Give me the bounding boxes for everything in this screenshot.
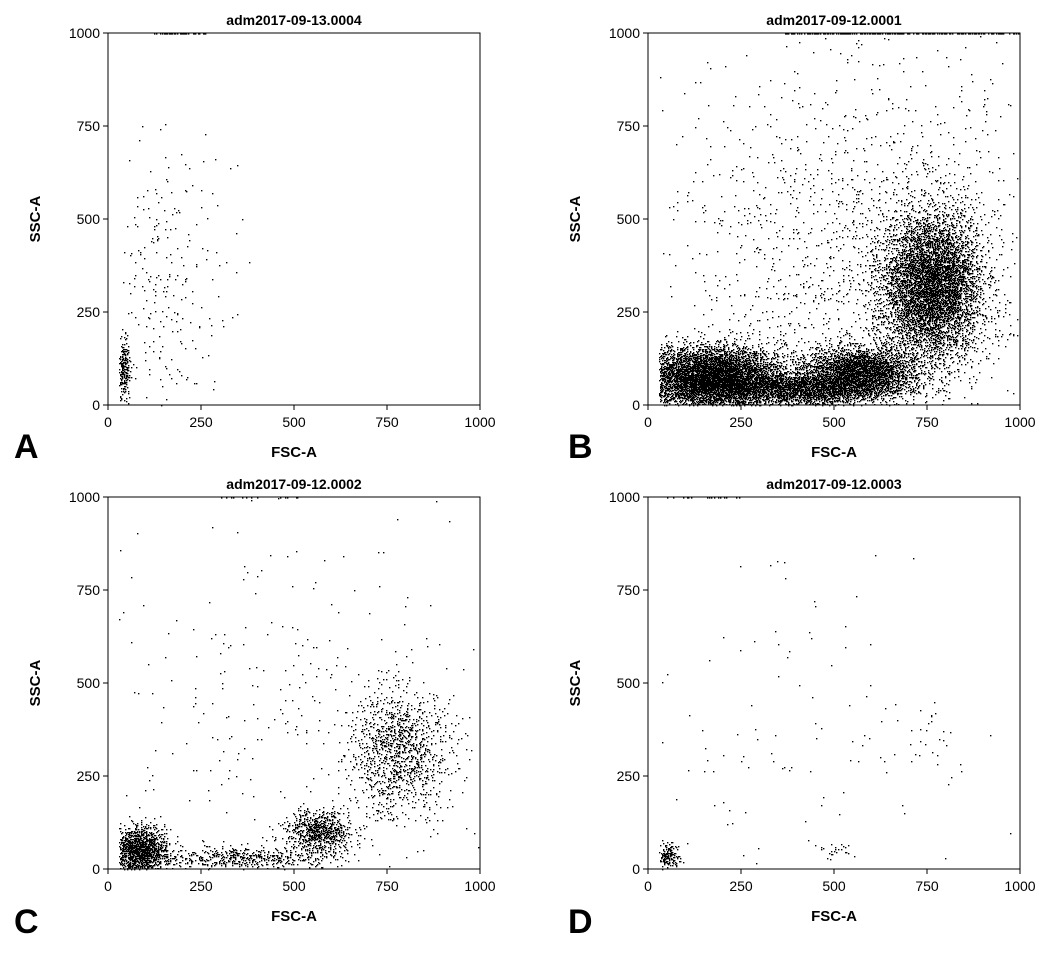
panel-b-points <box>659 33 1020 407</box>
panel-d-cluster-750-points <box>884 702 963 786</box>
panel-d-x-axis-label: FSC-A <box>811 908 857 925</box>
panel-a-points <box>119 33 251 407</box>
panel-b-y-tick-label: 500 <box>617 211 641 227</box>
panel-d-x-tick-label: 0 <box>644 878 652 894</box>
panel-c-low-fsc-cluster-points <box>119 807 193 871</box>
panel-b-x-tick-label: 750 <box>915 414 939 430</box>
panel-d-y-tick-label: 250 <box>617 768 641 784</box>
panel-a-letter: A <box>14 428 39 466</box>
panel-b-x-axis-label: FSC-A <box>811 444 857 461</box>
panel-c-mid-band-points <box>122 837 408 871</box>
panel-a-y-tick-label: 0 <box>92 397 100 413</box>
panel-b-cluster-550-points <box>771 334 962 406</box>
panel-c-cluster-550-points <box>254 803 368 869</box>
panel-a-x-tick-label: 1000 <box>464 414 495 430</box>
panel-d-points <box>659 497 1012 871</box>
panel-a-x-axis-label: FSC-A <box>271 444 317 461</box>
panel-a-x-tick-label: 0 <box>104 414 112 430</box>
panel-a: adm2017-09-13.0004 0 250 500 750 1000 0 250 50… <box>14 12 496 466</box>
panel-d-plot-frame <box>647 496 1021 870</box>
panel-c: adm2017-09-12.0002 0 250 500 750 1000 0 250 50… <box>14 476 496 941</box>
panel-c-large-cell-cluster-points <box>304 638 471 853</box>
panel-c-y-tick-label: 250 <box>77 768 101 784</box>
panel-d-y-axis-label: SSC-A <box>567 659 584 706</box>
panel-c-y-tick-label: 500 <box>77 675 101 691</box>
panel-b-large-cell-cluster-points <box>846 124 1011 405</box>
panel-c-letter: C <box>14 903 39 941</box>
panel-b-x-axis: 0 250 500 750 1000 <box>644 405 1036 430</box>
panel-a-plot-frame <box>107 32 481 406</box>
panel-c-x-tick-label: 0 <box>104 878 112 894</box>
panel-a-y-tick-label: 750 <box>77 118 101 134</box>
panel-c-points <box>119 497 480 871</box>
panel-b-x-tick-label: 250 <box>729 414 753 430</box>
panel-b-y-axis-label: SSC-A <box>567 195 584 242</box>
panel-c-x-tick-label: 1000 <box>464 878 495 894</box>
panel-d-letter: D <box>568 903 593 941</box>
panel-b-y-tick-label: 250 <box>617 304 641 320</box>
panel-d-x-tick-label: 250 <box>729 878 753 894</box>
panel-a-x-axis: 0 250 500 750 1000 <box>104 405 496 430</box>
panel-d: adm2017-09-12.0003 0 250 500 750 1000 0 250 50… <box>567 476 1036 941</box>
panel-d-x-tick-label: 750 <box>915 878 939 894</box>
panel-c-x-axis: 0 250 500 750 1000 <box>104 869 496 894</box>
panel-b-y-tick-label: 1000 <box>609 25 640 41</box>
panel-c-y-axis-label: SSC-A <box>27 659 44 706</box>
panel-d-x-axis: 0 250 500 750 1000 <box>644 869 1036 894</box>
panel-a-x-tick-label: 500 <box>282 414 306 430</box>
panel-c-x-tick-label: 750 <box>375 878 399 894</box>
panel-c-x-tick-label: 500 <box>282 878 306 894</box>
panel-c-y-axis: 0 250 500 750 1000 <box>69 489 108 877</box>
panel-d-x-tick-label: 1000 <box>1004 878 1035 894</box>
panel-c-x-tick-label: 250 <box>189 878 213 894</box>
panel-a-y-tick-label: 250 <box>77 304 101 320</box>
panel-a-y-axis-label: SSC-A <box>27 195 44 242</box>
panel-a-y-tick-label: 1000 <box>69 25 100 41</box>
panel-d-x-tick-label: 500 <box>822 878 846 894</box>
panel-d-y-tick-label: 0 <box>632 861 640 877</box>
panel-d-debris-cluster-points <box>659 840 685 871</box>
panel-b-x-tick-label: 500 <box>822 414 846 430</box>
panel-d-y-tick-label: 500 <box>617 675 641 691</box>
panel-d-title: adm2017-09-12.0003 <box>766 476 902 492</box>
panel-c-background-points <box>119 498 480 869</box>
panel-b: adm2017-09-12.0001 0 250 500 750 1000 0 250 50… <box>567 12 1036 466</box>
panel-a-debris-cluster-points <box>119 329 133 405</box>
panel-a-scattered-points <box>123 124 251 407</box>
panel-d-y-tick-label: 750 <box>617 582 641 598</box>
panel-b-x-tick-label: 0 <box>644 414 652 430</box>
panel-c-x-axis-label: FSC-A <box>271 908 317 925</box>
panel-c-y-tick-label: 1000 <box>69 489 100 505</box>
panel-b-title: adm2017-09-12.0001 <box>766 12 902 28</box>
panel-d-y-tick-label: 1000 <box>609 489 640 505</box>
panel-c-y-tick-label: 0 <box>92 861 100 877</box>
panel-c-y-tick-label: 750 <box>77 582 101 598</box>
panel-b-background-points <box>660 36 1019 407</box>
panel-d-scattered-points <box>662 555 1012 865</box>
panel-a-title: adm2017-09-13.0004 <box>226 12 362 28</box>
panel-d-y-axis: 0 250 500 750 1000 <box>609 489 648 877</box>
panel-b-y-axis: 0 250 500 750 1000 <box>609 25 648 413</box>
panel-a-y-axis: 0 250 500 750 1000 <box>69 25 108 413</box>
panel-d-cluster-500-points <box>808 840 850 861</box>
panel-a-x-tick-label: 250 <box>189 414 213 430</box>
panel-b-letter: B <box>568 428 593 466</box>
panel-b-y-tick-label: 750 <box>617 118 641 134</box>
panel-a-x-tick-label: 750 <box>375 414 399 430</box>
panel-b-x-tick-label: 1000 <box>1004 414 1035 430</box>
panel-a-y-tick-label: 500 <box>77 211 101 227</box>
panel-b-y-tick-label: 0 <box>632 397 640 413</box>
panel-c-title: adm2017-09-12.0002 <box>226 476 362 492</box>
